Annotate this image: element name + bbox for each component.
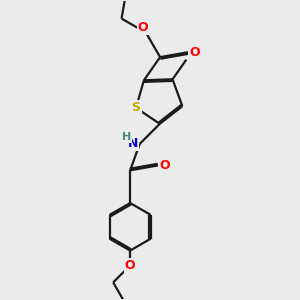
Text: N: N	[128, 137, 138, 150]
Text: O: O	[138, 21, 148, 34]
Text: O: O	[125, 259, 136, 272]
Text: S: S	[131, 101, 140, 114]
Text: O: O	[189, 46, 200, 59]
Text: H: H	[122, 132, 131, 142]
Text: O: O	[159, 159, 170, 172]
